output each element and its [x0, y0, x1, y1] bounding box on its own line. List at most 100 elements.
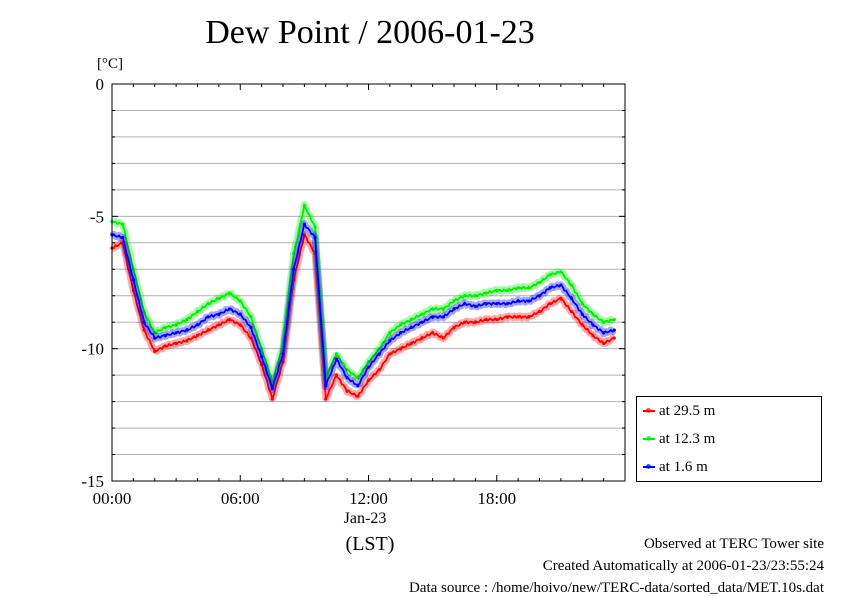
data-point [495, 302, 499, 306]
x-date-label: Jan-23 [343, 510, 387, 527]
data-point [217, 323, 221, 327]
data-point [142, 328, 146, 332]
legend-swatch-red [643, 408, 655, 413]
data-point [302, 204, 306, 208]
data-point [473, 294, 477, 298]
data-point [377, 347, 381, 351]
data-point [537, 294, 542, 298]
data-point [431, 315, 435, 319]
data-point [206, 328, 210, 332]
y-tick-label: -5 [90, 207, 104, 226]
data-point [185, 317, 189, 322]
data-point [495, 288, 499, 293]
data-point [527, 299, 531, 303]
data-point [441, 307, 445, 311]
data-point [527, 315, 531, 319]
data-point [398, 323, 403, 327]
data-point [484, 317, 488, 322]
data-point [206, 315, 210, 319]
data-point [313, 225, 317, 229]
data-point [238, 299, 242, 303]
data-point [559, 283, 563, 287]
data-point [292, 251, 296, 255]
data-point [324, 397, 328, 401]
data-point [163, 325, 168, 330]
data-point [473, 320, 477, 324]
data-point [185, 328, 189, 332]
data-point [195, 333, 200, 338]
data-point [505, 288, 510, 293]
data-point [398, 347, 403, 351]
data-point [345, 376, 349, 380]
data-point [153, 349, 157, 353]
data-point [195, 310, 200, 314]
data-point [217, 312, 221, 316]
data-point [238, 312, 242, 316]
source-note: Data source : /home/hoivo/new/TERC-data/… [408, 580, 824, 596]
data-point [142, 310, 146, 314]
data-point [612, 317, 616, 322]
legend-label: at 1.6 m [659, 458, 708, 475]
data-point [505, 302, 510, 306]
data-point [559, 270, 563, 274]
data-point [548, 272, 552, 277]
data-point [463, 294, 467, 298]
data-point [227, 307, 232, 311]
series-line-2 [111, 222, 615, 391]
data-point [292, 267, 296, 271]
data-point [569, 296, 574, 300]
series-line-1 [111, 203, 615, 385]
data-point [281, 360, 285, 364]
data-point [420, 312, 424, 316]
data-point [516, 286, 520, 290]
data-point [591, 312, 595, 316]
observed-note: Observed at TERC Tower site [643, 536, 824, 552]
data-point [131, 267, 135, 271]
data-point [334, 373, 339, 377]
data-point [569, 283, 574, 287]
data-point [249, 325, 253, 330]
y-unit-label: [°C] [97, 56, 123, 72]
data-point [388, 352, 392, 356]
data-point [559, 296, 563, 300]
data-point [537, 280, 542, 285]
y-tick-label: 0 [96, 75, 105, 94]
data-point [612, 336, 616, 340]
data-point [238, 323, 242, 327]
data-point [366, 378, 371, 383]
data-point [441, 315, 445, 319]
data-point [441, 336, 445, 340]
data-point [463, 320, 467, 324]
data-point [174, 341, 178, 345]
data-point [142, 320, 146, 324]
x-tick-label: 00:00 [93, 489, 132, 508]
data-point [463, 302, 467, 306]
data-point [227, 317, 232, 322]
data-point [537, 310, 542, 314]
data-point [260, 347, 264, 351]
data-point [580, 312, 584, 316]
data-point [121, 235, 125, 240]
data-point [153, 336, 157, 340]
data-point [420, 336, 424, 340]
data-point [345, 368, 349, 372]
y-tick-label: -10 [81, 340, 104, 359]
data-point [409, 317, 413, 322]
created-note: Created Automatically at 2006-01-23/23:5… [542, 558, 824, 574]
data-point [388, 331, 392, 335]
data-point [484, 291, 488, 295]
series-line-0 [112, 233, 615, 400]
data-point [473, 304, 477, 308]
data-point [121, 222, 125, 226]
data-point [270, 397, 274, 401]
data-point [388, 339, 392, 343]
legend-item-12-3m: at 12.3 m [643, 429, 715, 449]
data-point [174, 323, 178, 327]
legend: at 29.5 m at 12.3 m at 1.6 m [636, 396, 822, 482]
data-point [548, 286, 552, 290]
data-point [366, 365, 371, 369]
data-point [163, 333, 168, 338]
data-point [409, 341, 413, 345]
x-axis-title: (LST) [345, 533, 395, 555]
data-point [324, 384, 328, 388]
